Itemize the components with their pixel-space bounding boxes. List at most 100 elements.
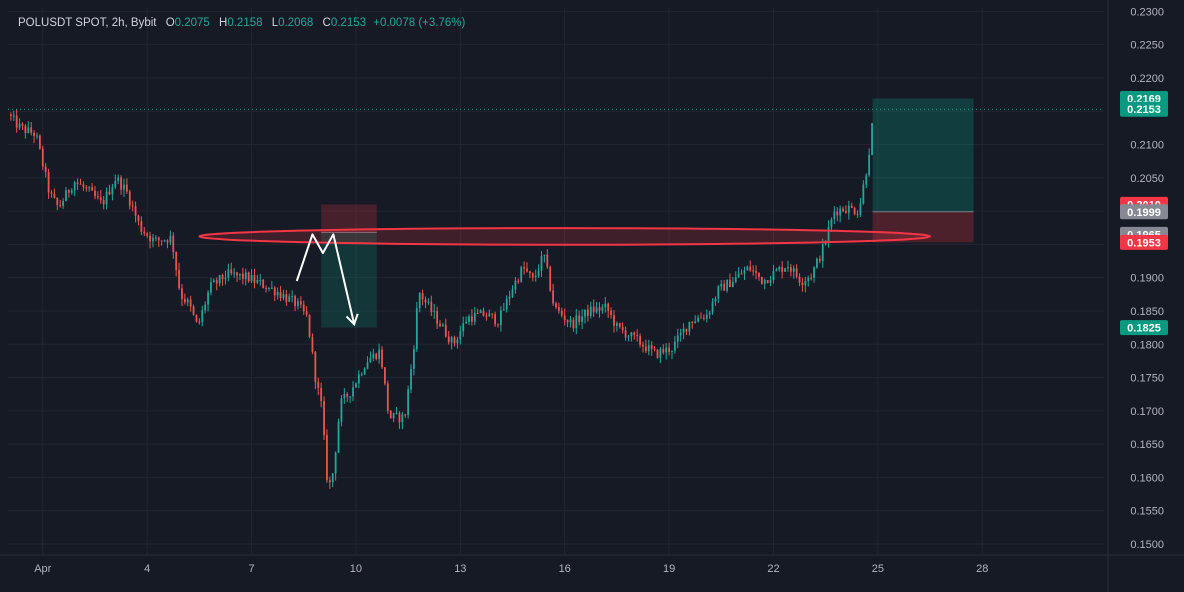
candle-body[interactable]	[131, 205, 134, 207]
candle-body[interactable]	[320, 388, 323, 402]
candle-body[interactable]	[459, 331, 462, 340]
candle-body[interactable]	[224, 277, 227, 280]
candle-body[interactable]	[836, 211, 839, 216]
candle-body[interactable]	[708, 312, 711, 315]
candle-body[interactable]	[111, 187, 114, 195]
candle-body[interactable]	[175, 252, 178, 270]
time-axis[interactable]: Apr 4 7 10 13 16 19 22 25 28	[0, 554, 1184, 575]
candle-body[interactable]	[555, 303, 557, 308]
candle-body[interactable]	[871, 123, 873, 155]
candle-body[interactable]	[853, 207, 856, 215]
candle-body[interactable]	[105, 191, 108, 205]
candle-body[interactable]	[798, 276, 801, 283]
candle-body[interactable]	[471, 316, 473, 322]
candle-body[interactable]	[624, 330, 627, 338]
candle-body[interactable]	[372, 353, 375, 359]
candle-body[interactable]	[734, 277, 737, 283]
candle-body[interactable]	[763, 280, 766, 284]
candle-body[interactable]	[186, 299, 189, 303]
candle-body[interactable]	[166, 240, 169, 243]
candle-body[interactable]	[76, 182, 79, 184]
candle-body[interactable]	[465, 321, 468, 324]
candle-body[interactable]	[291, 296, 294, 298]
candle-body[interactable]	[534, 275, 537, 278]
candle-body[interactable]	[160, 240, 163, 242]
candle-body[interactable]	[311, 337, 314, 352]
candle-body[interactable]	[775, 269, 778, 271]
candle-body[interactable]	[395, 412, 398, 414]
candle-body[interactable]	[375, 353, 378, 360]
candle-body[interactable]	[134, 206, 137, 216]
candle-body[interactable]	[181, 288, 183, 299]
candle-body[interactable]	[566, 320, 569, 323]
candle-body[interactable]	[201, 310, 204, 322]
candle-body[interactable]	[369, 358, 372, 363]
candle-body[interactable]	[520, 267, 523, 282]
candle-body[interactable]	[82, 184, 85, 188]
candle-body[interactable]	[398, 412, 401, 423]
candle-body[interactable]	[731, 282, 734, 287]
candle-body[interactable]	[282, 294, 285, 299]
candle-body[interactable]	[450, 337, 453, 343]
candle-body[interactable]	[671, 350, 673, 352]
candle-body[interactable]	[746, 266, 749, 271]
candle-body[interactable]	[169, 235, 172, 243]
candle-body[interactable]	[839, 208, 842, 216]
candle-body[interactable]	[549, 266, 552, 291]
candle-body[interactable]	[53, 193, 56, 198]
candle-body[interactable]	[253, 274, 256, 283]
candle-body[interactable]	[494, 314, 497, 325]
candle-body[interactable]	[636, 334, 639, 336]
candle-body[interactable]	[760, 276, 763, 284]
candle-body[interactable]	[15, 115, 18, 128]
candle-body[interactable]	[847, 205, 850, 213]
candle-body[interactable]	[540, 255, 543, 271]
candle-body[interactable]	[189, 299, 192, 307]
candle-body[interactable]	[749, 266, 752, 271]
candle-body[interactable]	[531, 273, 534, 278]
candle-body[interactable]	[239, 273, 241, 276]
candle-body[interactable]	[642, 344, 644, 347]
candle-body[interactable]	[230, 269, 233, 274]
candle-body[interactable]	[314, 351, 317, 382]
candle-body[interactable]	[601, 307, 604, 311]
candle-body[interactable]	[578, 315, 581, 322]
candle-body[interactable]	[543, 254, 546, 256]
candle-body[interactable]	[694, 321, 697, 323]
candle-body[interactable]	[816, 258, 818, 268]
candle-body[interactable]	[772, 270, 775, 281]
candle-body[interactable]	[517, 280, 520, 282]
candle-body[interactable]	[392, 413, 395, 419]
candle-body[interactable]	[639, 335, 641, 345]
candle-body[interactable]	[241, 273, 244, 280]
candle-body[interactable]	[752, 270, 755, 272]
candle-body[interactable]	[529, 271, 531, 274]
candle-body[interactable]	[430, 301, 433, 312]
candle-body[interactable]	[700, 317, 702, 319]
candle-body[interactable]	[27, 127, 30, 133]
candle-body[interactable]	[743, 270, 746, 274]
candle-body[interactable]	[552, 290, 554, 304]
candle-body[interactable]	[479, 310, 482, 314]
candle-body[interactable]	[691, 321, 694, 323]
candle-body[interactable]	[207, 292, 209, 305]
candle-body[interactable]	[830, 219, 833, 228]
candle-body[interactable]	[276, 292, 279, 296]
short-position-stop-zone[interactable]	[321, 204, 377, 233]
candle-body[interactable]	[859, 203, 862, 215]
candle-body[interactable]	[720, 283, 723, 287]
candle-body[interactable]	[497, 324, 499, 326]
candle-body[interactable]	[433, 310, 436, 312]
candle-body[interactable]	[218, 275, 221, 284]
candle-body[interactable]	[714, 298, 717, 302]
candle-body[interactable]	[401, 414, 404, 423]
candle-body[interactable]	[79, 183, 82, 185]
candle-body[interactable]	[21, 123, 24, 126]
candle-body[interactable]	[421, 293, 424, 300]
candle-body[interactable]	[221, 275, 224, 280]
candle-body[interactable]	[337, 421, 340, 453]
candle-body[interactable]	[108, 191, 111, 195]
candle-body[interactable]	[676, 335, 679, 342]
candle-body[interactable]	[343, 393, 346, 399]
